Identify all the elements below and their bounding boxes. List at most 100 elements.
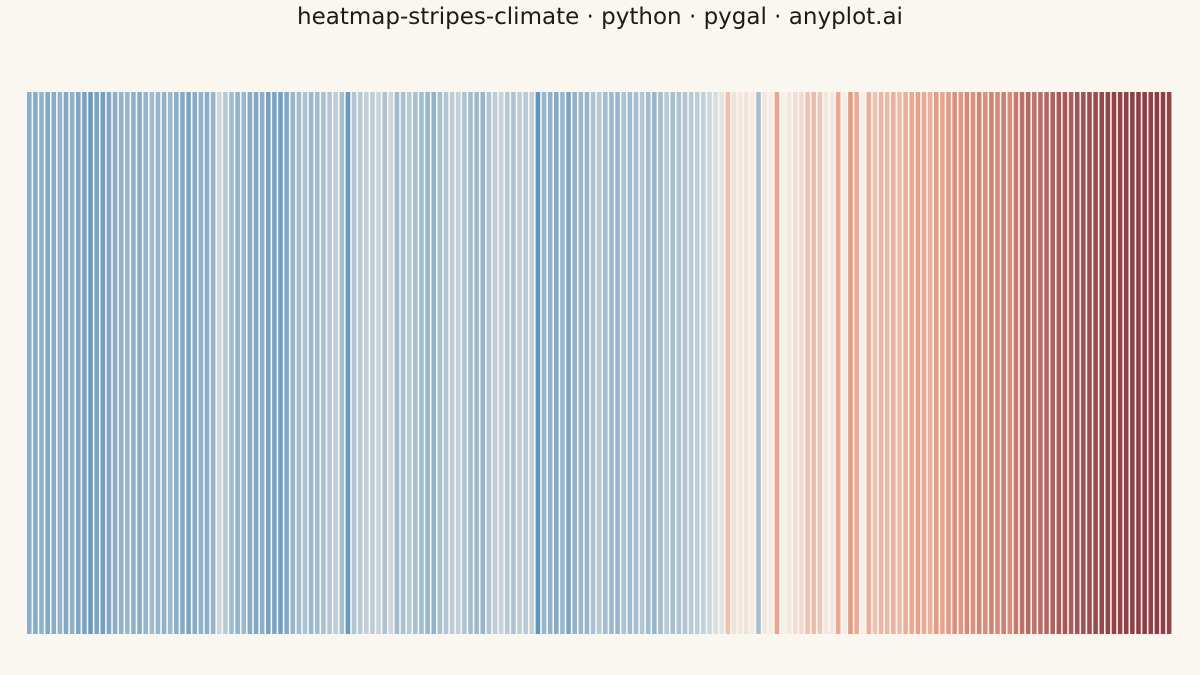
stripe <box>946 92 951 634</box>
stripe <box>774 92 780 634</box>
stripe <box>756 92 761 634</box>
stripe <box>455 92 461 634</box>
stripe <box>443 92 449 634</box>
stripe <box>1013 92 1019 634</box>
stripe <box>823 92 829 634</box>
stripe <box>486 92 492 634</box>
stripe <box>676 92 682 634</box>
stripe <box>186 92 191 634</box>
stripe <box>1136 92 1141 634</box>
stripe <box>652 92 657 634</box>
stripe <box>161 92 167 634</box>
stripe <box>198 92 204 634</box>
stripe <box>835 92 841 634</box>
stripe <box>413 92 418 634</box>
stripe <box>278 92 283 634</box>
stripe <box>315 92 320 634</box>
stripe <box>670 92 676 634</box>
stripe <box>143 92 148 634</box>
stripe <box>1019 92 1025 634</box>
stripe <box>180 92 185 634</box>
stripe <box>431 92 436 634</box>
stripe <box>921 92 927 634</box>
stripe <box>45 92 50 634</box>
stripe <box>805 92 810 634</box>
stripe <box>174 92 179 634</box>
stripe <box>1056 92 1062 634</box>
stripe <box>327 92 332 634</box>
stripe <box>621 92 626 634</box>
stripe <box>658 92 663 634</box>
stripe <box>1130 92 1135 634</box>
stripe <box>909 92 915 634</box>
stripe <box>296 92 302 634</box>
stripe <box>1142 92 1147 634</box>
stripe <box>940 92 945 634</box>
stripe <box>1166 92 1172 634</box>
stripe <box>1099 92 1104 634</box>
stripe <box>768 92 774 634</box>
stripe <box>1025 92 1031 634</box>
stripe <box>400 92 406 634</box>
stripe <box>817 92 823 634</box>
stripe <box>872 92 878 634</box>
stripe <box>529 92 535 634</box>
stripe <box>33 92 38 634</box>
stripe <box>927 92 933 634</box>
stripe <box>744 92 749 634</box>
stripe <box>247 92 253 634</box>
stripe <box>82 92 87 634</box>
stripe <box>1038 92 1043 634</box>
stripe <box>854 92 859 634</box>
stripe <box>112 92 118 634</box>
stripe <box>615 92 620 634</box>
stripe <box>167 92 173 634</box>
stripe <box>952 92 957 634</box>
stripe <box>253 92 259 634</box>
stripe <box>688 92 694 634</box>
stripe <box>462 92 467 634</box>
stripe <box>302 92 308 634</box>
stripe <box>1032 92 1037 634</box>
stripe <box>192 92 197 634</box>
stripe <box>1081 92 1086 634</box>
stripe <box>560 92 565 634</box>
stripe <box>964 92 970 634</box>
stripe <box>76 92 81 634</box>
stripe <box>793 92 798 634</box>
stripe <box>596 92 602 634</box>
stripe <box>118 92 124 634</box>
stripe <box>645 92 651 634</box>
stripe <box>694 92 700 634</box>
stripe <box>333 92 338 634</box>
stripe <box>878 92 884 634</box>
stripe <box>357 92 363 634</box>
stripe <box>241 92 247 634</box>
stripe <box>382 92 387 634</box>
stripe <box>1050 92 1055 634</box>
stripe <box>388 92 394 634</box>
stripe <box>394 92 400 634</box>
stripe <box>259 92 265 634</box>
stripe <box>915 92 921 634</box>
stripe <box>1062 92 1068 634</box>
stripe <box>603 92 608 634</box>
stripe <box>1074 92 1080 634</box>
stripe <box>406 92 412 634</box>
stripe <box>799 92 804 634</box>
stripe <box>1001 92 1006 634</box>
stripe <box>266 92 271 634</box>
stripe <box>1148 92 1154 634</box>
stripe <box>970 92 976 634</box>
stripe <box>780 92 786 634</box>
stripe <box>842 92 847 634</box>
stripe <box>554 92 559 634</box>
stripe <box>633 92 639 634</box>
stripe <box>1093 92 1098 634</box>
stripe <box>511 92 516 634</box>
stripe <box>100 92 106 634</box>
stripe <box>308 92 314 634</box>
stripe <box>474 92 479 634</box>
stripe <box>682 92 688 634</box>
stripe <box>321 92 326 634</box>
